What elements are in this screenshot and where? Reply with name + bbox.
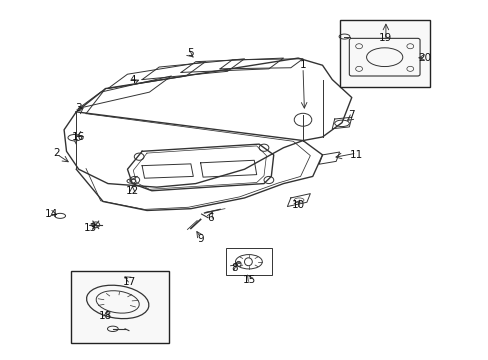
Text: 17: 17 <box>123 277 136 287</box>
Text: 6: 6 <box>206 213 213 222</box>
Text: 3: 3 <box>75 103 82 113</box>
Text: 19: 19 <box>379 33 392 43</box>
Text: 7: 7 <box>348 111 354 121</box>
Bar <box>339 21 429 87</box>
Text: 20: 20 <box>418 53 430 63</box>
Text: 16: 16 <box>72 132 85 142</box>
Text: 9: 9 <box>197 234 203 244</box>
Text: 8: 8 <box>231 263 238 273</box>
Text: 15: 15 <box>242 275 256 285</box>
Text: 11: 11 <box>349 150 363 160</box>
Text: 2: 2 <box>53 148 60 158</box>
Bar <box>225 248 272 275</box>
Text: 14: 14 <box>45 209 59 219</box>
Text: 13: 13 <box>84 224 97 233</box>
Text: 5: 5 <box>187 48 194 58</box>
Text: 12: 12 <box>125 186 139 196</box>
Text: 10: 10 <box>291 200 304 210</box>
Text: 18: 18 <box>99 311 112 321</box>
Text: 4: 4 <box>129 75 135 85</box>
Bar <box>71 271 168 343</box>
Text: 1: 1 <box>299 60 305 70</box>
